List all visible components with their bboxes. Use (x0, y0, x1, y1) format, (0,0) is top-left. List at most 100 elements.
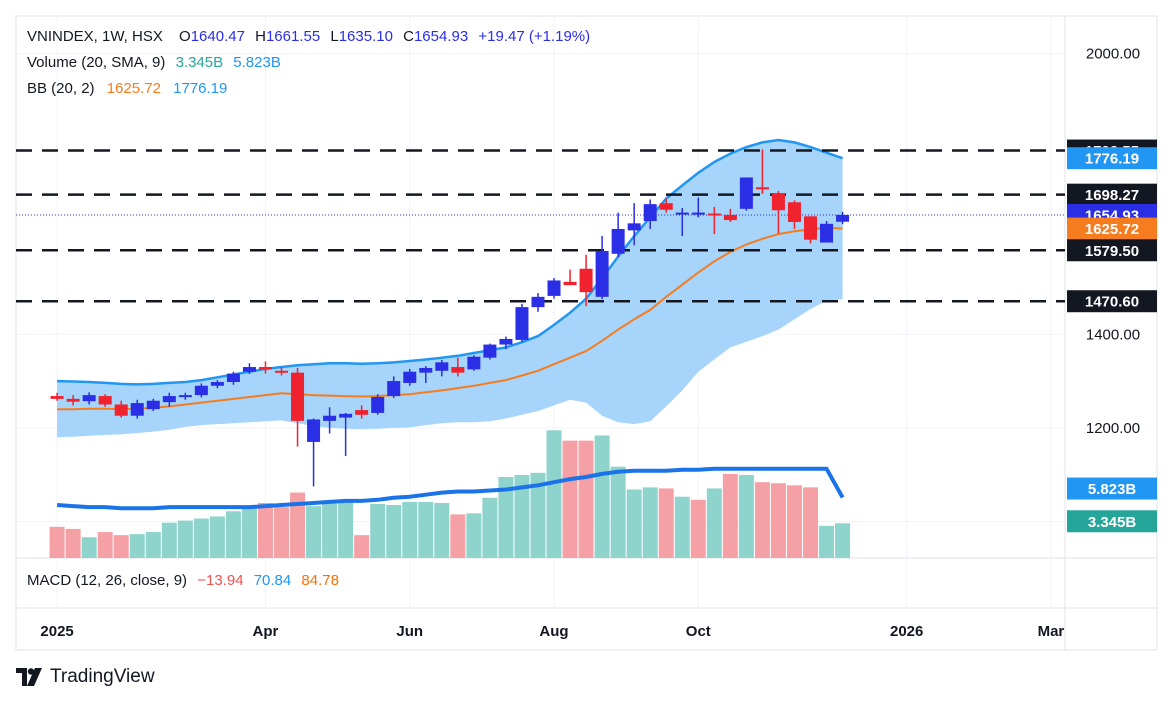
volume-bar (562, 440, 578, 558)
volume-bar (129, 534, 145, 558)
tradingview-logo-text: TradingView (50, 666, 155, 687)
candle-body (162, 396, 176, 403)
candle-body (66, 398, 80, 402)
candle-body (403, 371, 417, 383)
x-tick-label: Oct (686, 623, 711, 640)
x-tick-label: 2025 (40, 623, 73, 640)
candle-body (226, 373, 240, 383)
candle-body (755, 187, 769, 190)
volume-bar (658, 488, 674, 558)
candle-body (643, 204, 657, 222)
candle-body (258, 367, 272, 370)
candle-body (611, 228, 625, 254)
candle-body (291, 372, 305, 421)
price-tag: 1776.19 (1067, 147, 1157, 170)
legend-low-label: L (330, 28, 339, 45)
volume-bar (738, 474, 754, 558)
candle-body (675, 212, 689, 215)
volume-bar (402, 501, 418, 558)
price-tag-bg (1067, 147, 1157, 170)
candle-body (242, 367, 256, 372)
legend-low: 1635.10 (338, 28, 393, 45)
y-tick-label: 2000.00 (1086, 45, 1140, 62)
price-tag-label: 1579.50 (1085, 243, 1139, 260)
y-tick-label: 1400.00 (1086, 326, 1140, 343)
volume-sma-line (56, 466, 845, 511)
volume-bar (49, 526, 65, 558)
volume-bar (722, 473, 738, 558)
candle-body (739, 177, 753, 209)
candle-body (659, 203, 673, 210)
legend-macd-hist: −13.94 (197, 572, 244, 589)
legend-high-label: H (255, 28, 266, 45)
tradingview-logo-icon (16, 668, 42, 686)
volume-bar (81, 537, 97, 558)
chart-frame (15, 15, 1158, 651)
volume-bar (770, 483, 786, 558)
candle-body (210, 382, 224, 386)
bb-fill (57, 140, 843, 438)
volume-tag-label: 3.345B (1088, 514, 1137, 531)
legend-volume[interactable]: Volume (20, SMA, 9) 3.345B 5.823B (27, 54, 283, 71)
volume-tag: 5.823B (1067, 477, 1157, 500)
candle-body (371, 396, 385, 413)
legend-bb[interactable]: BB (20, 2) 1625.72 1776.19 (27, 80, 229, 97)
volume-bar (482, 497, 498, 558)
volume-bar (434, 502, 450, 558)
x-tick-label: Jun (396, 623, 423, 640)
x-tick-label: Mar (1038, 623, 1065, 640)
volume-bar (594, 435, 610, 558)
tradingview-logo[interactable]: TradingView (16, 666, 155, 688)
volume-bar (209, 516, 225, 558)
volume-bar (546, 430, 562, 558)
legend-symbol[interactable]: VNINDEX, 1W, HSX (27, 28, 163, 45)
candle-body (275, 370, 289, 373)
candle-body (627, 223, 641, 231)
volume-bar (370, 504, 386, 558)
candle-body (178, 395, 192, 398)
price-tag-bg (1067, 217, 1157, 240)
volume-bar (290, 492, 306, 558)
candle-body (836, 214, 850, 222)
volume-bar (690, 499, 706, 558)
candle-body (387, 381, 401, 397)
candle-body (691, 212, 705, 215)
volume-bar (642, 487, 658, 558)
volume-bar (65, 528, 81, 558)
price-tag-label: 1776.19 (1085, 151, 1139, 168)
legend-macd[interactable]: MACD (12, 26, close, 9) −13.94 70.84 84.… (27, 572, 339, 589)
volume-bar (145, 532, 161, 558)
price-tag-bg (1067, 183, 1157, 206)
candle-body (563, 281, 577, 286)
volume-bar (306, 506, 322, 558)
volume-bar (610, 466, 626, 558)
volume-bar (161, 522, 177, 558)
x-tick-label: 2026 (890, 623, 923, 640)
volume-bar (754, 482, 770, 558)
volume-bar (803, 487, 818, 558)
volume-bar (225, 511, 241, 558)
candle-body (579, 268, 593, 293)
price-tag: 1579.50 (1067, 239, 1157, 262)
candle-body (130, 403, 144, 416)
legend-bb-basis: 1625.72 (106, 80, 161, 97)
candle-body (355, 410, 369, 415)
volume-bar (626, 489, 642, 558)
candle-body (820, 223, 834, 243)
candle-body (339, 413, 353, 418)
price-tag: 1470.60 (1067, 290, 1157, 313)
candle-body (467, 356, 481, 370)
volume-bar (241, 507, 257, 558)
price-tag-bg (1067, 290, 1157, 313)
candle-body (50, 396, 64, 399)
price-tag: 1698.27 (1067, 183, 1157, 206)
volume-tag: 3.345B (1067, 510, 1157, 533)
volume-bar (530, 472, 546, 558)
volume-bar (674, 496, 690, 558)
volume-bar (354, 535, 370, 558)
volume-bar (177, 520, 193, 558)
volume-bar (819, 525, 835, 558)
volume-bar (786, 485, 802, 558)
candle-body (307, 419, 321, 442)
